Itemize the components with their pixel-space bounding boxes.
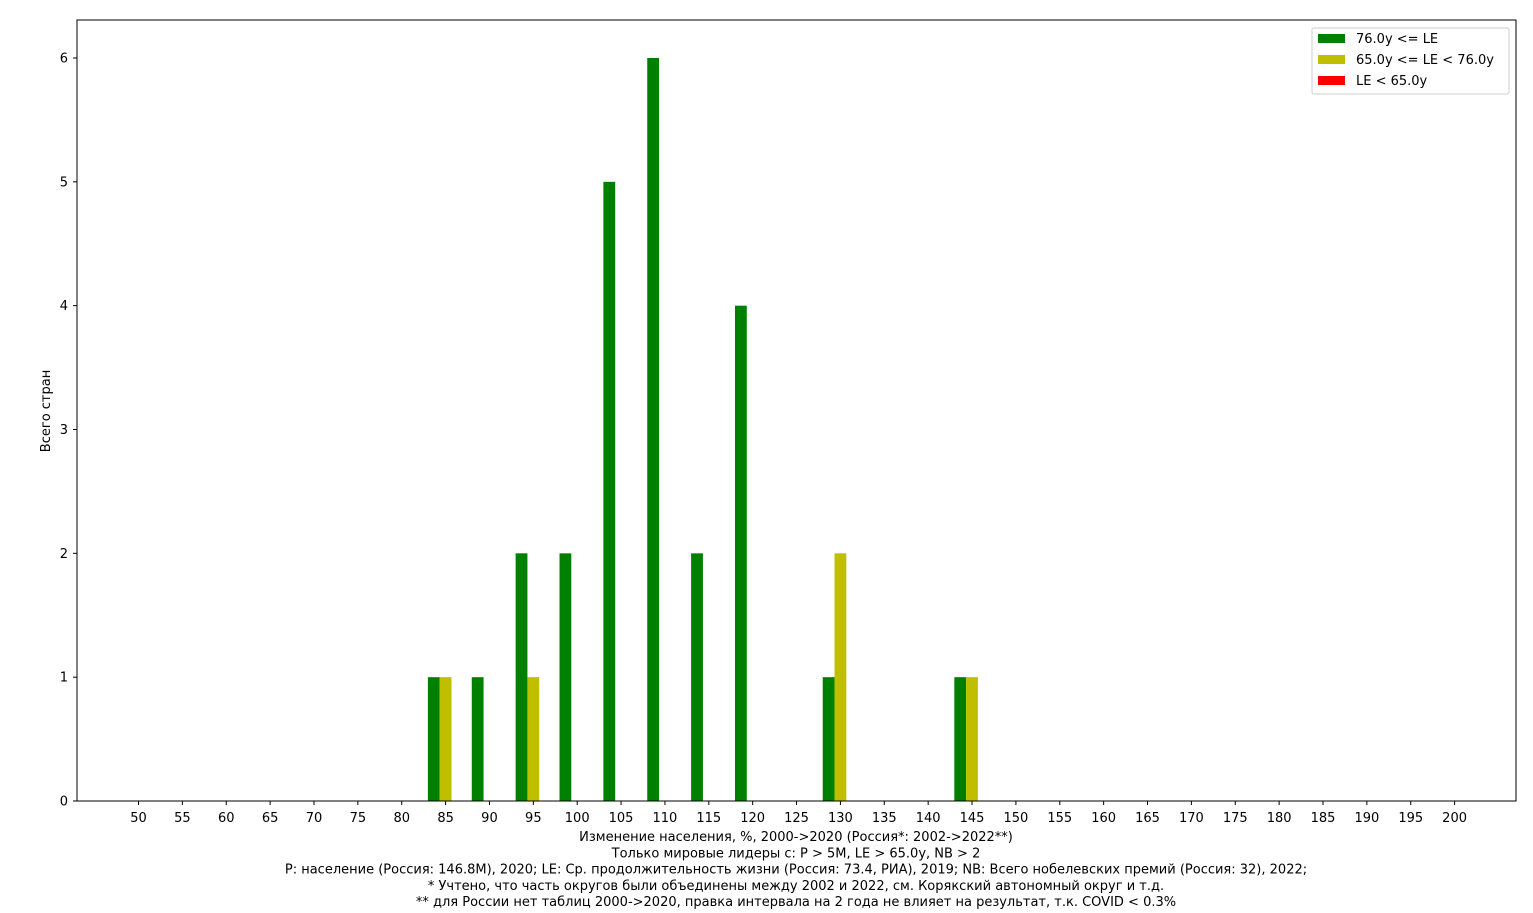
x-axis-label-line: Только мировые лидеры с: P > 5M, LE > 65… [611, 846, 981, 861]
x-tick-label: 200 [1442, 811, 1467, 826]
y-tick-label: 5 [60, 175, 68, 190]
y-axis-label: Всего стран [39, 370, 54, 452]
legend: 76.0y <= LE 65.0y <= LE < 76.0y LE < 65.0y [1311, 27, 1510, 95]
bar [515, 553, 528, 801]
x-tick-label: 165 [1135, 811, 1160, 826]
y-tick-label: 4 [60, 299, 68, 314]
x-axis-label-line: P: население (Россия: 146.8M), 2020; LE:… [285, 863, 1307, 878]
legend-label: LE < 65.0y [1356, 74, 1428, 89]
bar [691, 553, 703, 801]
bar [471, 677, 484, 801]
x-axis-ticks: 50 55 60 65 70 75 80 85 90 95 100 105 110 115 120 125 13… [130, 801, 1467, 826]
y-tick-label: 2 [60, 547, 68, 562]
bar [966, 677, 978, 801]
legend-label: 65.0y <= LE < 76.0y [1356, 53, 1494, 68]
y-tick-label: 3 [60, 423, 68, 438]
y-tick-label: 0 [60, 795, 68, 810]
x-tick-label: 140 [916, 811, 941, 826]
legend-swatch [1318, 34, 1345, 43]
bar [822, 677, 835, 801]
x-tick-label: 190 [1354, 811, 1379, 826]
y-tick-label: 6 [60, 52, 68, 67]
x-tick-label: 185 [1311, 811, 1336, 826]
x-tick-label: 145 [960, 811, 985, 826]
x-axis-label-line: ** для России нет таблиц 2000->2020, пра… [416, 895, 1176, 910]
bar [527, 677, 540, 801]
x-tick-label: 65 [262, 811, 279, 826]
bar [834, 553, 847, 801]
x-tick-label: 90 [481, 811, 498, 826]
x-tick-label: 50 [130, 811, 147, 826]
bar [427, 677, 440, 801]
x-tick-label: 95 [525, 811, 542, 826]
x-tick-label: 130 [828, 811, 853, 826]
x-tick-label: 115 [696, 811, 721, 826]
x-tick-label: 75 [350, 811, 367, 826]
x-axis-label-line: * Учтено, что часть округов были объедин… [428, 879, 1164, 894]
x-tick-label: 120 [740, 811, 765, 826]
x-tick-label: 60 [218, 811, 235, 826]
x-tick-label: 80 [393, 811, 410, 826]
x-tick-label: 170 [1179, 811, 1204, 826]
x-axis-label-line: Изменение населения, %, 2000->2020 (Росс… [579, 830, 1013, 845]
bar [559, 553, 572, 801]
plot-frame [76, 19, 1517, 802]
legend-label: 76.0y <= LE [1356, 32, 1438, 47]
x-tick-label: 195 [1398, 811, 1423, 826]
x-tick-label: 125 [784, 811, 809, 826]
bar [647, 58, 660, 801]
y-tick-label: 1 [60, 671, 68, 686]
x-tick-label: 175 [1223, 811, 1248, 826]
x-axis-label: Изменение населения, %, 2000->2020 (Росс… [285, 830, 1307, 910]
bar [439, 677, 452, 801]
x-tick-label: 55 [174, 811, 191, 826]
legend-swatch [1318, 55, 1345, 64]
x-tick-label: 110 [653, 811, 678, 826]
x-tick-label: 105 [609, 811, 634, 826]
bars-group [427, 58, 978, 801]
bar [954, 677, 967, 801]
bar [734, 305, 747, 801]
legend-frame [1311, 27, 1510, 95]
x-tick-label: 160 [1091, 811, 1116, 826]
x-tick-label: 150 [1003, 811, 1028, 826]
x-tick-label: 135 [872, 811, 897, 826]
x-tick-label: 180 [1267, 811, 1292, 826]
bar [603, 181, 616, 801]
y-axis-ticks: 0 1 2 3 4 5 6 [60, 52, 77, 810]
x-tick-label: 85 [437, 811, 454, 826]
x-tick-label: 100 [565, 811, 590, 826]
x-tick-label: 70 [306, 811, 323, 826]
legend-swatch [1318, 76, 1345, 85]
x-tick-label: 155 [1047, 811, 1072, 826]
